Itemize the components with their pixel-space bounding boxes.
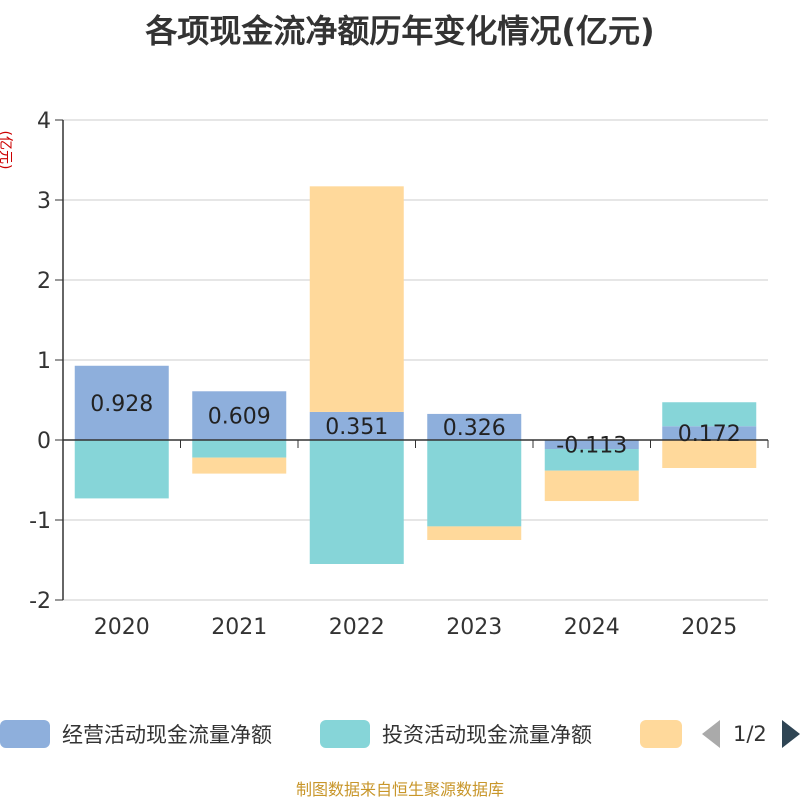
legend: 经营活动现金流量净额 投资活动现金流量净额 1/2 (0, 716, 800, 752)
y-tick-label: -2 (29, 589, 51, 614)
legend-label-investing: 投资活动现金流量净额 (382, 723, 592, 747)
legend-swatch-operating (0, 720, 50, 748)
y-tick-label: 0 (37, 429, 51, 454)
y-tick-label: -1 (29, 509, 51, 534)
bar-segment-3-2022[interactable] (309, 186, 404, 412)
data-source-note: 制图数据来自恒生聚源数据库 (295, 780, 504, 799)
legend-item-operating[interactable]: 经营活动现金流量净额 (0, 716, 272, 752)
bar-segment-3-2023[interactable] (427, 526, 522, 540)
data-label-2021: 0.609 (208, 405, 271, 430)
bar-segment-2-2023[interactable] (427, 440, 522, 527)
y-tick-label: 4 (37, 109, 51, 134)
y-tick-label: 3 (37, 189, 51, 214)
x-tick-label-2022: 2022 (329, 615, 385, 640)
chart-title: 各项现金流净额历年变化情况(亿元) (145, 12, 655, 50)
bar-segment-2-2022[interactable] (309, 440, 404, 564)
legend-page-indicator: 1/2 (733, 722, 767, 746)
legend-item-investing[interactable]: 投资活动现金流量净额 (320, 716, 592, 752)
x-tick-label-2025: 2025 (681, 615, 737, 640)
x-tick-label-2023: 2023 (446, 615, 502, 640)
data-labels: 0.928 0.609 0.351 0.326 -0.113 0.172 (90, 392, 740, 459)
bar-segment-2-2024[interactable] (544, 449, 639, 471)
axes: -2 -1 0 1 2 3 4 2020 2021 2022 2023 2024 2025 (29, 109, 769, 640)
bar-segment-3-2024[interactable] (544, 470, 639, 502)
data-label-2025: 0.172 (678, 422, 741, 447)
data-label-2020: 0.928 (90, 392, 153, 417)
bar-segment-2-2020[interactable] (74, 440, 169, 499)
bar-segment-1-2021[interactable] (192, 391, 287, 440)
bar-segment-2-2021[interactable] (192, 440, 287, 458)
x-tick-label-2020: 2020 (94, 615, 150, 640)
x-tick-label-2021: 2021 (211, 615, 267, 640)
bar-segment-1-2022[interactable] (309, 411, 404, 440)
legend-prev-page-icon[interactable] (702, 720, 720, 748)
bar-segment-2-2025[interactable] (662, 402, 757, 427)
bar-segment-1-2025[interactable] (662, 426, 757, 440)
bar-segment-1-2023[interactable] (427, 413, 522, 440)
legend-item-financing[interactable] (640, 716, 694, 752)
legend-next-page-icon[interactable] (782, 720, 800, 748)
bar-segment-3-2025[interactable] (662, 440, 757, 468)
data-label-2024: -0.113 (556, 434, 627, 459)
bar-series (74, 186, 757, 564)
data-label-2022: 0.351 (325, 415, 388, 440)
legend-swatch-financing (640, 720, 682, 748)
bar-segment-1-2024[interactable] (544, 440, 639, 450)
legend-swatch-investing (320, 720, 370, 748)
grid-lines (63, 119, 768, 601)
y-tick-label: 1 (37, 349, 51, 374)
bar-segment-1-2020[interactable] (74, 365, 169, 440)
y-tick-label: 2 (37, 269, 51, 294)
data-label-2023: 0.326 (443, 416, 506, 441)
legend-label-operating: 经营活动现金流量净额 (62, 723, 272, 747)
bar-segment-3-2021[interactable] (192, 457, 287, 474)
x-tick-label-2024: 2024 (564, 615, 620, 640)
